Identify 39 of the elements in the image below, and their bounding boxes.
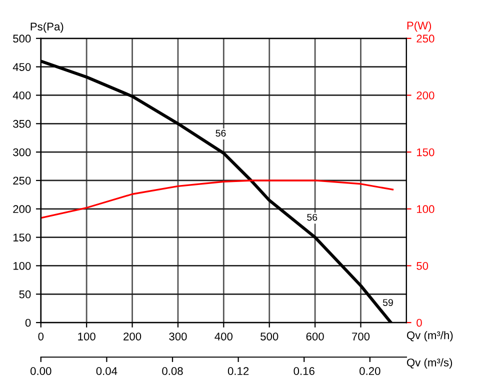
x-tick-label: 700: [352, 332, 370, 340]
x-tick-label: 300: [169, 332, 187, 340]
x-tick-label: 400: [214, 332, 232, 340]
y2-tick-label: 200: [416, 92, 434, 100]
y2-tick-label: 150: [417, 148, 434, 156]
y-tick-label: 150: [13, 234, 31, 242]
y-axis-title: Ps(Pa): [30, 22, 64, 33]
y-tick-label: 350: [13, 120, 31, 128]
annotation: 56: [216, 130, 226, 137]
x-tick-label: 500: [260, 332, 278, 340]
x-tick-label: 100: [78, 332, 96, 340]
y-tick-label: 500: [13, 34, 31, 43]
y-tick-label: 0: [25, 318, 31, 327]
y-tick-label: 200: [13, 205, 31, 214]
y2-tick-label: 0: [416, 318, 422, 327]
x-axis-title: Qv (m³/h): [406, 331, 453, 342]
line-series: [40, 180, 394, 219]
x-tick-label: 600: [306, 332, 324, 340]
y-tick-label: 100: [13, 262, 31, 270]
x2-tick-label: 0.16: [294, 367, 314, 376]
x2-axis-title: Qv (m³/s): [406, 358, 452, 369]
y2-axis-title: P(W): [407, 21, 432, 32]
x2-tick-label: 0.04: [96, 367, 118, 376]
y2-tick-label: 50: [416, 262, 428, 270]
y-tick-label: 50: [19, 290, 31, 298]
y-tick-label: 450: [12, 63, 31, 71]
x2-tick-label: 0.12: [228, 367, 249, 376]
annotation: 59: [382, 299, 393, 306]
x2-tick-label: 0.08: [162, 367, 183, 376]
y-tick-label: 300: [13, 148, 31, 156]
y2-tick-label: 100: [417, 205, 434, 214]
x-tick-label: 0: [38, 332, 44, 340]
y-tick-label: 400: [12, 92, 31, 100]
y2-tick-label: 250: [416, 34, 434, 43]
x2-tick-label: 0.20: [360, 367, 380, 376]
x-tick-label: 200: [124, 332, 142, 340]
annotation: 56: [307, 214, 318, 221]
x2-tick-label: 0.00: [30, 367, 52, 376]
y-tick-label: 250: [13, 176, 31, 185]
